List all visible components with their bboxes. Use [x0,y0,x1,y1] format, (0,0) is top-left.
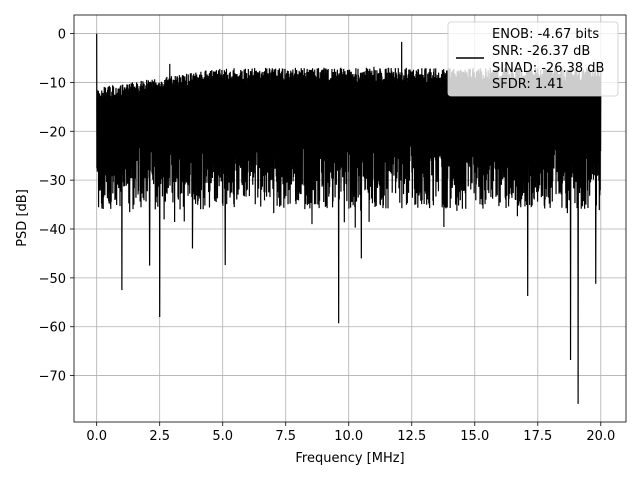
x-axis-label: Frequency [MHz] [295,451,404,466]
legend-line-sinad: SINAD: -26.38 dB [492,61,604,76]
legend-line-sfdr: SFDR: 1.41 [492,77,564,92]
y-tick-label: −50 [39,272,66,287]
x-tick-label: 15.0 [460,429,489,444]
x-tick-label: 7.5 [275,429,296,444]
axes-ticks: 0.0 2.5 5.0 7.5 10.0 12.5 15.0 17.5 20.0 0 −10 −20 −… [39,28,616,444]
x-tick-label: 20.0 [586,429,615,444]
y-tick-label: −20 [39,125,66,140]
x-tick-label: 2.5 [149,429,170,444]
legend-line-enob: ENOB: -4.67 bits [492,27,599,42]
x-tick-label: 0.0 [86,429,107,444]
y-tick-label: −70 [39,370,66,385]
y-tick-label: −60 [39,321,66,336]
legend-box [447,21,619,97]
plot-frame [73,14,627,423]
y-tick-label: −30 [39,174,66,189]
legend: ENOB: -4.67 bits SNR: -26.37 dB SINAD: -… [447,21,619,97]
y-axis-label: PSD [dB] [15,189,30,247]
y-tick-label: −10 [39,76,66,91]
x-tick-label: 10.0 [334,429,363,444]
legend-line-snr: SNR: -26.37 dB [492,44,590,59]
x-tick-label: 17.5 [523,429,552,444]
x-tick-label: 12.5 [397,429,426,444]
y-tick-label: 0 [58,28,66,43]
y-tick-label: −40 [39,223,66,238]
x-tick-label: 5.0 [212,429,233,444]
